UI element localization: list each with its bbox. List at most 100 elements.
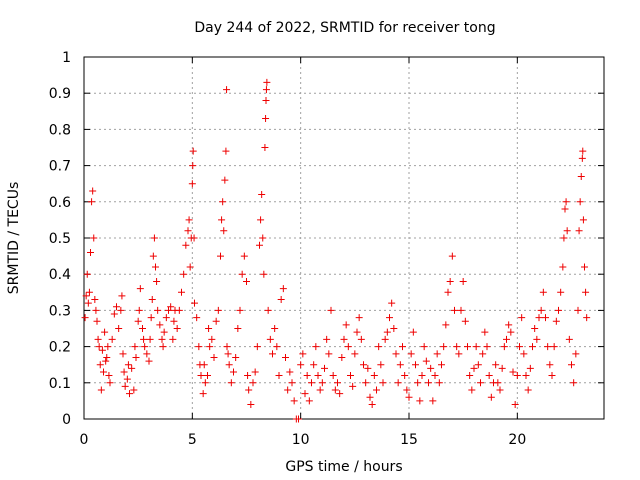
data-point bbox=[318, 379, 326, 387]
data-point bbox=[546, 361, 554, 369]
data-point bbox=[214, 306, 222, 314]
data-point bbox=[101, 328, 109, 336]
data-point bbox=[427, 364, 435, 372]
data-point bbox=[143, 350, 151, 358]
data-point bbox=[483, 343, 491, 351]
data-point bbox=[230, 368, 237, 376]
data-point bbox=[98, 346, 106, 354]
data-point bbox=[282, 353, 289, 361]
data-point bbox=[186, 263, 194, 271]
data-point bbox=[479, 350, 487, 358]
data-point bbox=[331, 386, 339, 394]
data-point bbox=[485, 372, 493, 380]
data-point bbox=[201, 379, 209, 387]
data-point bbox=[459, 277, 467, 285]
data-point bbox=[85, 288, 93, 296]
data-point bbox=[119, 350, 127, 358]
data-point bbox=[340, 335, 348, 343]
data-point bbox=[135, 306, 143, 314]
data-point bbox=[375, 343, 383, 351]
y-tick-label: 0.6 bbox=[49, 195, 71, 211]
data-point bbox=[347, 372, 354, 380]
data-point bbox=[388, 299, 396, 307]
data-point bbox=[574, 306, 582, 314]
data-point bbox=[555, 306, 562, 314]
data-point bbox=[148, 296, 156, 304]
data-point bbox=[165, 306, 172, 314]
data-point bbox=[83, 270, 91, 278]
data-point bbox=[262, 86, 270, 94]
data-points bbox=[81, 78, 591, 423]
data-point bbox=[261, 144, 269, 151]
data-point bbox=[431, 372, 439, 380]
data-point bbox=[130, 386, 138, 394]
data-point bbox=[524, 386, 532, 394]
data-point bbox=[244, 372, 252, 380]
data-point bbox=[95, 343, 103, 351]
data-point bbox=[481, 328, 489, 336]
data-point bbox=[422, 357, 430, 365]
data-point bbox=[271, 325, 279, 332]
data-point bbox=[247, 401, 255, 409]
data-point bbox=[457, 306, 465, 314]
data-point bbox=[572, 350, 580, 358]
data-point bbox=[102, 357, 110, 365]
data-point bbox=[575, 227, 583, 235]
data-point bbox=[266, 335, 274, 343]
data-point bbox=[368, 401, 376, 409]
data-point bbox=[100, 368, 107, 376]
data-point bbox=[366, 393, 374, 401]
data-point bbox=[123, 375, 131, 383]
y-tick-label: 0.5 bbox=[49, 231, 71, 247]
data-point bbox=[197, 372, 205, 380]
data-point bbox=[496, 386, 504, 394]
data-point bbox=[106, 379, 114, 387]
data-point bbox=[139, 325, 146, 332]
data-point bbox=[208, 335, 216, 343]
data-point bbox=[249, 379, 257, 387]
data-point bbox=[243, 277, 250, 285]
data-point bbox=[93, 317, 101, 325]
data-point bbox=[412, 361, 419, 369]
data-point bbox=[126, 390, 133, 398]
x-axis-label: GPS time / hours bbox=[285, 459, 402, 475]
data-point bbox=[500, 343, 508, 351]
data-point bbox=[487, 393, 495, 401]
data-point bbox=[219, 198, 227, 206]
data-point bbox=[477, 379, 484, 387]
data-point bbox=[492, 361, 500, 369]
data-point bbox=[147, 314, 155, 322]
data-point bbox=[159, 343, 167, 351]
data-point bbox=[455, 350, 463, 358]
data-point bbox=[321, 364, 328, 372]
data-point bbox=[195, 343, 203, 351]
data-point bbox=[461, 317, 469, 325]
data-point bbox=[277, 296, 285, 304]
data-point bbox=[355, 314, 363, 322]
data-point bbox=[90, 234, 98, 242]
data-point bbox=[535, 314, 543, 322]
data-point bbox=[498, 364, 506, 372]
data-point bbox=[420, 343, 428, 351]
data-point bbox=[236, 306, 244, 314]
data-point bbox=[81, 314, 89, 322]
data-point bbox=[141, 343, 149, 351]
data-point bbox=[124, 361, 132, 369]
data-point bbox=[338, 353, 346, 361]
data-point bbox=[396, 361, 404, 369]
x-axis-ticks: 0 5 10 15 20 bbox=[80, 57, 526, 448]
data-point bbox=[108, 335, 116, 343]
data-point bbox=[132, 353, 140, 361]
data-point bbox=[444, 288, 452, 296]
y-tick-label: 0.8 bbox=[49, 122, 71, 138]
data-point bbox=[182, 241, 190, 249]
data-point bbox=[115, 325, 123, 332]
data-point bbox=[418, 372, 426, 380]
data-point bbox=[259, 234, 267, 242]
data-point bbox=[568, 361, 575, 369]
data-point bbox=[227, 379, 235, 387]
data-point bbox=[175, 306, 183, 314]
data-point bbox=[104, 343, 112, 351]
data-point bbox=[238, 270, 246, 278]
data-point bbox=[407, 350, 415, 358]
